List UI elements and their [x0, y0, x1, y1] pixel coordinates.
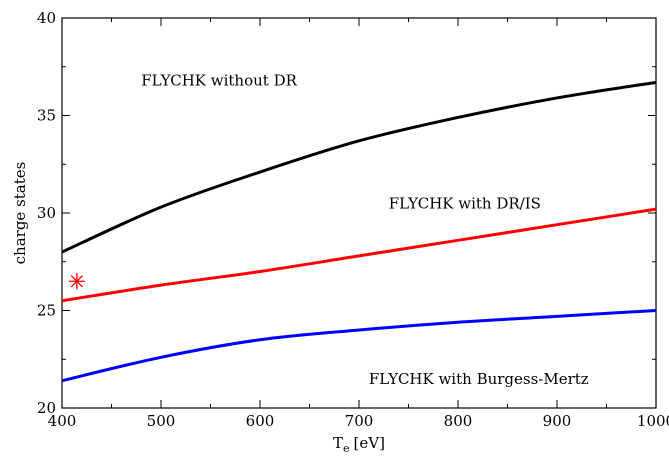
x-tick-label: 400 — [48, 412, 77, 430]
x-tick-label: 1000 — [637, 412, 669, 430]
x-tick-label: 700 — [345, 412, 374, 430]
annotation-flychk-with-dr-is: FLYCHK with DR/IS — [389, 194, 541, 212]
ticks — [61, 17, 657, 409]
asterisk-marker-stroke — [70, 275, 83, 288]
annotation-flychk-without-dr: FLYCHK without DR — [141, 71, 297, 89]
x-axis-title: Te [eV] — [333, 434, 385, 455]
x-tick-label: 600 — [246, 412, 275, 430]
y-tick-label: 35 — [37, 107, 56, 125]
series-lines — [61, 80, 657, 383]
x-axis-title-unit: [eV] — [354, 434, 385, 452]
markers — [68, 273, 85, 290]
series-line-flychk-with-dr-is — [61, 207, 657, 303]
y-tick-label: 30 — [37, 204, 56, 222]
tick-labels: 400 500 600 700 800 900 1000 20 25 30 35 40 — [37, 9, 669, 430]
y-axis-title: charge states — [11, 162, 29, 265]
series-line-flychk-without-dr — [61, 80, 657, 254]
y-tick-label: 25 — [37, 302, 56, 320]
x-axis-title-symbol: T — [333, 434, 343, 452]
series-line-flychk-with-burgess-mertz — [61, 309, 657, 383]
x-tick-label: 900 — [543, 412, 572, 430]
x-tick-label: 800 — [444, 412, 473, 430]
annotations: FLYCHK without DR FLYCHK with DR/IS FLYCHK… — [141, 71, 589, 387]
annotation-flychk-with-burgess-mertz: FLYCHK with Burgess-Mertz — [369, 370, 589, 388]
x-axis-title-subscript: e — [343, 442, 350, 455]
asterisk-marker — [68, 273, 85, 290]
y-tick-label: 40 — [37, 9, 56, 27]
x-tick-label: 500 — [147, 412, 176, 430]
y-tick-label: 20 — [37, 399, 56, 417]
